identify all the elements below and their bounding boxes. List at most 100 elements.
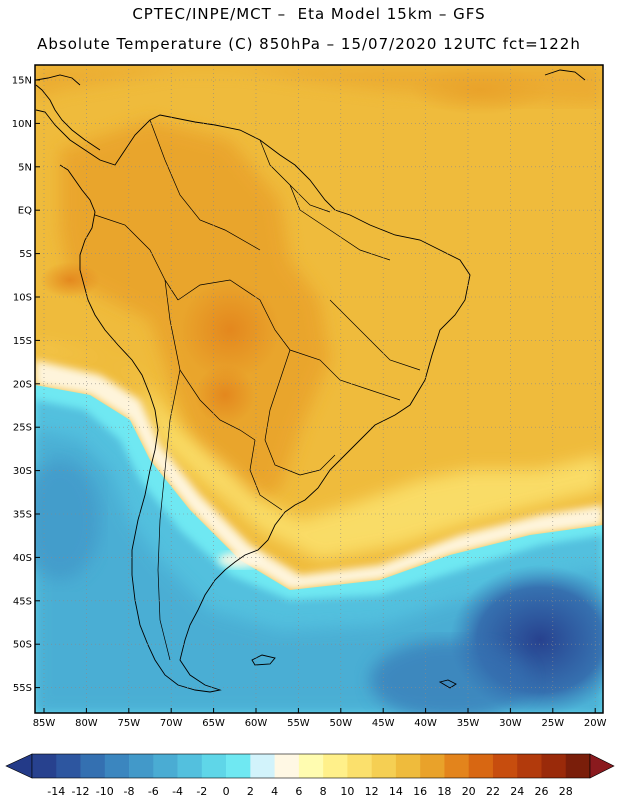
coastal-warm-strip bbox=[218, 552, 262, 568]
colorbar-swatch bbox=[226, 754, 251, 778]
colorbar-swatch bbox=[444, 754, 469, 778]
lon-tick-label: 50W bbox=[329, 718, 352, 729]
longitude-axis: 85W 80W 75W 70W 65W 60W 55W 50W 45W 40W 35W 30W 25W 2… bbox=[33, 708, 607, 729]
colorbar-label: 10 bbox=[340, 785, 354, 798]
colorbar-swatch bbox=[80, 754, 106, 778]
colorbar: -14 -12 -10 -8 -6 -4 -2 0 2 4 6 8 10 12 14 16 18 20 22 24 26… bbox=[5, 753, 615, 798]
country-borders bbox=[94, 119, 421, 661]
lon-tick-label: 75W bbox=[117, 718, 140, 729]
colorbar-swatch bbox=[32, 754, 57, 778]
lon-tick-label: 55W bbox=[287, 718, 310, 729]
colorbar-label: -10 bbox=[96, 785, 114, 798]
latitude-axis: 15N 10N 5N EQ 5S 10S 15S 20S 25S 30S 35S 40S 45S 50S 5… bbox=[12, 76, 40, 694]
falkland-islands bbox=[251, 654, 276, 666]
colorbar-label: 8 bbox=[320, 785, 327, 798]
colorbar-label: -6 bbox=[148, 785, 159, 798]
hot-spot-paraguay bbox=[195, 365, 255, 425]
colorbar-label: -8 bbox=[124, 785, 135, 798]
lat-tick-label: 35S bbox=[13, 510, 32, 521]
temperature-field bbox=[35, 65, 603, 713]
lon-tick-label: 70W bbox=[160, 718, 183, 729]
hot-spot-pacific bbox=[40, 262, 100, 298]
hot-spot-chaco bbox=[180, 280, 280, 380]
colorbar-label: -12 bbox=[72, 785, 90, 798]
colorbar-swatch bbox=[517, 754, 542, 778]
lon-tick-label: 80W bbox=[75, 718, 98, 729]
colorbar-swatch bbox=[129, 754, 154, 778]
colorbar-swatch bbox=[201, 754, 227, 778]
colorbar-label: 26 bbox=[534, 785, 548, 798]
colorbar-label: -2 bbox=[196, 785, 207, 798]
lat-tick-label: 10N bbox=[12, 119, 32, 130]
colorbar-label: 4 bbox=[271, 785, 278, 798]
cold-pacific-pool bbox=[35, 460, 100, 580]
caribbean-coast bbox=[35, 74, 81, 86]
lon-tick-label: 60W bbox=[245, 718, 268, 729]
colorbar-label: 6 bbox=[295, 785, 302, 798]
colorbar-swatch bbox=[250, 754, 275, 778]
colorbar-swatch bbox=[274, 754, 300, 778]
lon-tick-label: 65W bbox=[202, 718, 225, 729]
lat-tick-label: 15N bbox=[12, 76, 32, 87]
colorbar-swatch bbox=[420, 754, 445, 778]
cream-belt bbox=[35, 360, 603, 590]
lon-tick-label: 25W bbox=[541, 718, 564, 729]
lat-tick-label: 5S bbox=[19, 249, 32, 260]
map-title-line1: CPTEC/INPE/MCT – Eta Model 15km – GFS bbox=[132, 5, 486, 23]
lat-tick-label: 15S bbox=[13, 336, 32, 347]
south-georgia bbox=[438, 679, 457, 689]
central-america-outline bbox=[35, 84, 101, 151]
colorbar-label: 24 bbox=[510, 785, 524, 798]
colorbar-swatch bbox=[153, 754, 178, 778]
map-frame bbox=[34, 64, 604, 714]
lat-tick-label: 20S bbox=[13, 379, 32, 390]
lat-tick-label: 5N bbox=[18, 162, 32, 173]
south-america-outline bbox=[35, 109, 471, 693]
colorbar-under-arrow bbox=[5, 753, 33, 779]
colorbar-label: 0 bbox=[223, 785, 230, 798]
lon-tick-label: 20W bbox=[584, 718, 607, 729]
lat-tick-label: 50S bbox=[13, 640, 32, 651]
lon-tick-label: 40W bbox=[414, 718, 437, 729]
colorbar-swatch bbox=[565, 754, 591, 778]
colorbar-swatch bbox=[104, 754, 130, 778]
colorbar-swatch bbox=[177, 754, 203, 778]
lon-tick-label: 85W bbox=[33, 718, 56, 729]
colorbar-label: 20 bbox=[462, 785, 476, 798]
cold-core-west bbox=[370, 640, 530, 713]
colorbar-swatch bbox=[395, 754, 421, 778]
lon-tick-label: 30W bbox=[499, 718, 522, 729]
colorbar-label: 12 bbox=[365, 785, 379, 798]
colorbar-label: -4 bbox=[172, 785, 183, 798]
colorbar-label: 14 bbox=[389, 785, 403, 798]
colorbar-label: 16 bbox=[413, 785, 427, 798]
lat-tick-label: 40S bbox=[13, 553, 32, 564]
lat-tick-label: 55S bbox=[13, 683, 32, 694]
colorbar-over-arrow bbox=[589, 753, 615, 779]
colorbar-swatch bbox=[347, 754, 372, 778]
map-title-line2: Absolute Temperature (C) 850hPa – 15/07/… bbox=[37, 35, 581, 53]
lat-tick-label: 25S bbox=[13, 423, 32, 434]
colorbar-label: 22 bbox=[486, 785, 500, 798]
colorbar-swatch bbox=[468, 754, 494, 778]
colorbar-swatch bbox=[56, 754, 81, 778]
caribbean-islands bbox=[544, 69, 586, 81]
lat-tick-label: 45S bbox=[13, 596, 32, 607]
colorbar-label: 2 bbox=[247, 785, 254, 798]
colorbar-label: -14 bbox=[47, 785, 65, 798]
warm-spot-atlantic bbox=[410, 65, 550, 115]
lat-tick-label: 10S bbox=[13, 293, 32, 304]
colorbar-swatch bbox=[371, 754, 397, 778]
colorbar-swatch bbox=[541, 754, 567, 778]
colorbar-label: 18 bbox=[437, 785, 451, 798]
colorbar-swatch bbox=[323, 754, 348, 778]
yellow-belt bbox=[35, 345, 603, 560]
lon-tick-label: 45W bbox=[372, 718, 395, 729]
colorbar-swatch bbox=[298, 754, 324, 778]
lat-tick-label: 30S bbox=[13, 466, 32, 477]
lon-tick-label: 35W bbox=[457, 718, 480, 729]
graticule bbox=[35, 65, 603, 713]
coastlines bbox=[35, 69, 586, 693]
colorbar-swatch bbox=[492, 754, 518, 778]
